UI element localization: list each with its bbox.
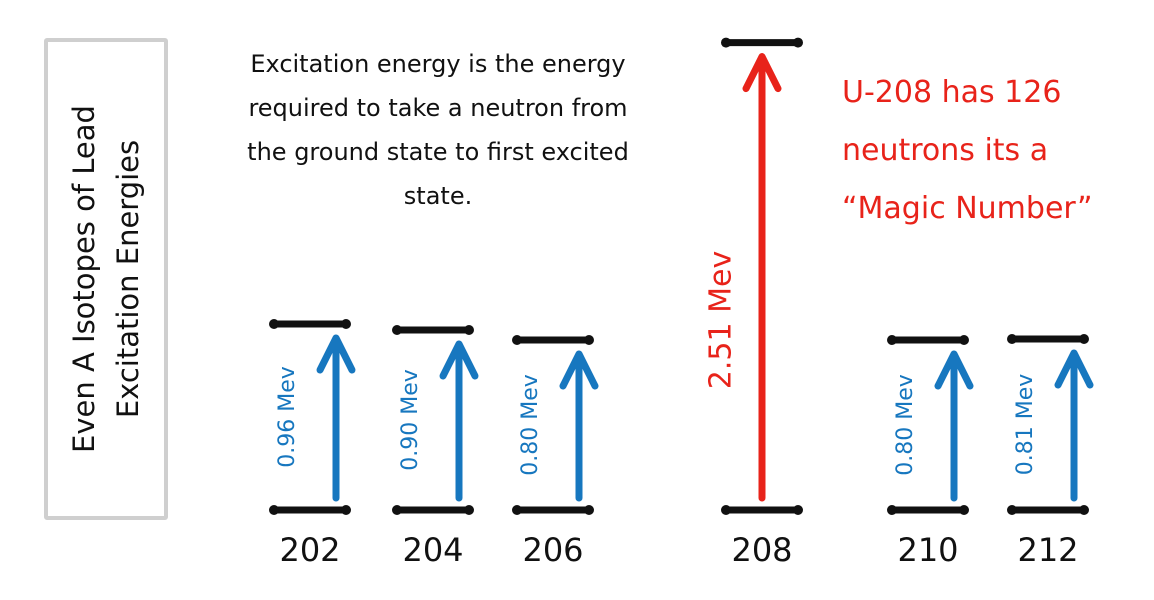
mass-number-210: 210 <box>897 531 958 569</box>
mass-number-202: 202 <box>279 531 340 569</box>
ground-level-206-end <box>584 505 594 515</box>
excited-level-206-end <box>512 335 522 345</box>
mass-number-204: 204 <box>402 531 463 569</box>
energy-label-204: 0.90 Mev <box>398 369 423 471</box>
energy-label-210: 0.80 Mev <box>893 374 918 476</box>
ground-level-202-end <box>341 505 351 515</box>
energy-label-208: 2.51 Mev <box>704 251 739 389</box>
mass-number-208: 208 <box>731 531 792 569</box>
excited-level-202-end <box>341 319 351 329</box>
arrow-head-202 <box>316 334 356 374</box>
excited-level-212-end <box>1079 334 1089 344</box>
ground-level-208-end <box>793 505 803 515</box>
energy-label-202: 0.96 Mev <box>275 366 300 468</box>
energy-label-206: 0.80 Mev <box>518 374 543 476</box>
excited-level-204-end <box>392 325 402 335</box>
arrow-head-212 <box>1054 349 1094 389</box>
excited-level-210-end <box>887 335 897 345</box>
excited-level-208-end <box>793 37 803 48</box>
arrow-head-208 <box>742 53 782 93</box>
magic-number-note: U-208 has 126 neutrons its a “Magic Numb… <box>842 64 1122 238</box>
note-line-1: U-208 has 126 <box>842 75 1062 110</box>
excited-level-204-end <box>464 325 474 335</box>
ground-level-212-end <box>1007 505 1017 515</box>
arrow-head-204 <box>439 340 479 380</box>
title-box: Even A Isotopes of Lead Excitation Energ… <box>44 38 168 520</box>
ground-level-208-end <box>721 505 731 515</box>
note-line-3: “Magic Number” <box>842 191 1093 226</box>
ground-level-204-end <box>464 505 474 515</box>
energy-label-212: 0.81 Mev <box>1013 374 1038 476</box>
ground-level-210-end <box>887 505 897 515</box>
explanation-text: Excitation energy is the energy required… <box>247 50 629 210</box>
ground-level-206-end <box>512 505 522 515</box>
excited-level-210-end <box>959 335 969 345</box>
ground-level-202-end <box>269 505 279 515</box>
mass-number-212: 212 <box>1017 531 1078 569</box>
arrow-head-206 <box>559 350 599 390</box>
ground-level-204-end <box>392 505 402 515</box>
excited-level-212-end <box>1007 334 1017 344</box>
excited-level-202-end <box>269 319 279 329</box>
excited-level-208-end <box>721 37 731 48</box>
note-line-2: neutrons its a <box>842 133 1049 168</box>
arrow-head-210 <box>934 350 974 390</box>
ground-level-210-end <box>959 505 969 515</box>
excited-level-206-end <box>584 335 594 345</box>
mass-number-206: 206 <box>522 531 583 569</box>
ground-level-212-end <box>1079 505 1089 515</box>
